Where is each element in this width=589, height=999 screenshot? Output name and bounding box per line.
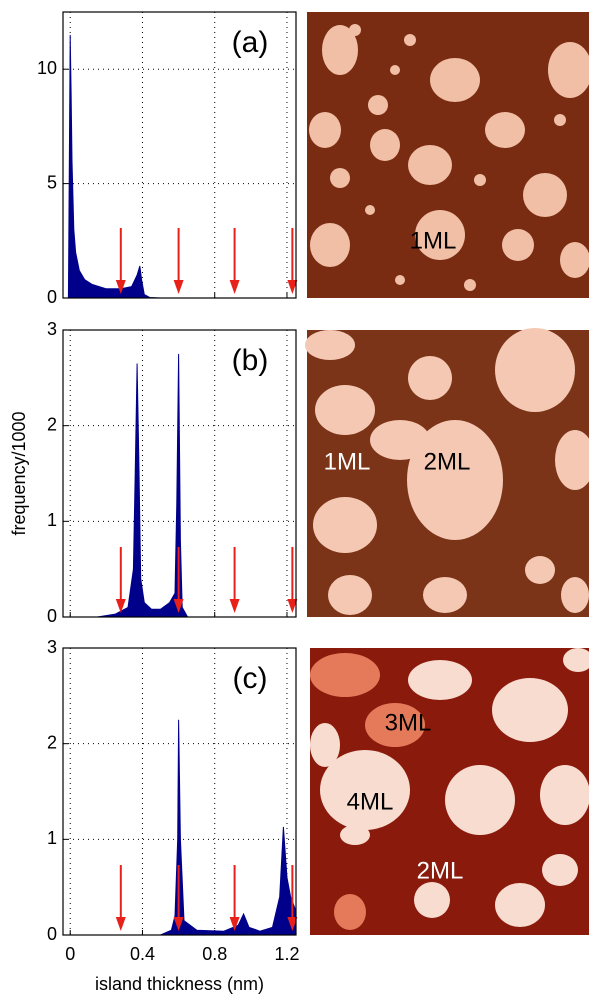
afm-image-a [307, 12, 589, 298]
arrow-head [229, 917, 240, 931]
arrow-head [287, 917, 298, 931]
y-axis-label: frequency/1000 [9, 411, 29, 535]
image-label: 2ML [417, 857, 464, 884]
x-tick-label: 0 [65, 944, 75, 964]
image-label: 3ML [385, 709, 432, 736]
y-tick-label: 1 [47, 510, 57, 530]
y-tick-label: 3 [47, 319, 57, 339]
y-tick-label: 2 [47, 732, 57, 752]
y-tick-label: 5 [47, 172, 57, 192]
histogram-area [97, 353, 296, 618]
afm-image-b [305, 328, 589, 617]
x-axis-label: island thickness (nm) [95, 974, 264, 994]
y-tick-label: 0 [47, 606, 57, 626]
plot-frame [62, 647, 297, 936]
x-tick-label: 0.4 [130, 944, 155, 964]
y-tick-label: 2 [47, 414, 57, 434]
plot-frame [62, 11, 297, 299]
arrow-head [173, 280, 184, 294]
histogram-area [67, 34, 296, 299]
arrow-head [173, 917, 184, 931]
image-label: 1ML [410, 227, 457, 254]
panel-label: (a) [232, 26, 269, 59]
image-label: 2ML [424, 448, 471, 475]
arrow-head [229, 599, 240, 613]
y-tick-label: 10 [37, 58, 57, 78]
y-tick-label: 3 [47, 637, 57, 657]
panel-label: (c) [233, 662, 268, 695]
y-tick-label: 1 [47, 828, 57, 848]
arrow-head [287, 599, 298, 613]
arrow-head [287, 280, 298, 294]
arrow-head [229, 280, 240, 294]
y-tick-label: 0 [47, 287, 57, 307]
arrow-head [115, 280, 126, 294]
x-tick-label: 0.8 [202, 944, 227, 964]
image-label: 4ML [347, 788, 394, 815]
y-tick-label: 0 [47, 924, 57, 944]
arrow-head [115, 599, 126, 613]
histogram-area [160, 719, 297, 936]
image-label: 1ML [324, 448, 371, 475]
x-tick-label: 1.2 [274, 944, 299, 964]
plot-frame [62, 329, 297, 618]
panel-label: (b) [232, 344, 269, 377]
arrow-head [173, 599, 184, 613]
afm-image-c [310, 648, 589, 935]
arrow-head [115, 917, 126, 931]
